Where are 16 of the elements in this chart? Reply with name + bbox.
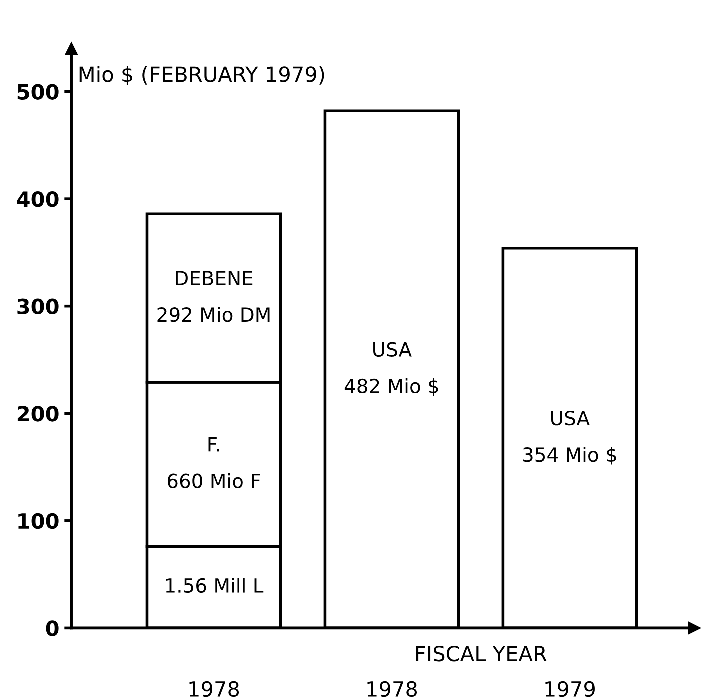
annotation: USA 482 Mio $ <box>344 342 438 396</box>
annotation: 1.56 Mill L <box>166 578 264 594</box>
y-tick-label: 500 <box>18 84 59 100</box>
y-tick-label: 200 <box>18 406 59 422</box>
annotation: DEBENE 292 Mio DM <box>158 271 270 322</box>
y-tick-label: 100 <box>18 513 59 530</box>
x-tick-label: 1979 <box>546 681 595 698</box>
x-tick-label: 1978 <box>368 681 418 698</box>
x-tick-label: 1978 <box>190 681 240 698</box>
y-tick-label: 300 <box>18 298 59 315</box>
y-tick-label: 400 <box>17 192 59 208</box>
annotation: USA 354 Mio $ <box>523 410 616 465</box>
y-axis-title: Mio $ (FEBRUARY 1979) <box>80 66 324 86</box>
y-tick-label: 0 <box>46 620 59 636</box>
x-axis-title: FISCAL YEAR <box>416 646 547 662</box>
annotation: F. 660 Mio F <box>168 438 260 489</box>
